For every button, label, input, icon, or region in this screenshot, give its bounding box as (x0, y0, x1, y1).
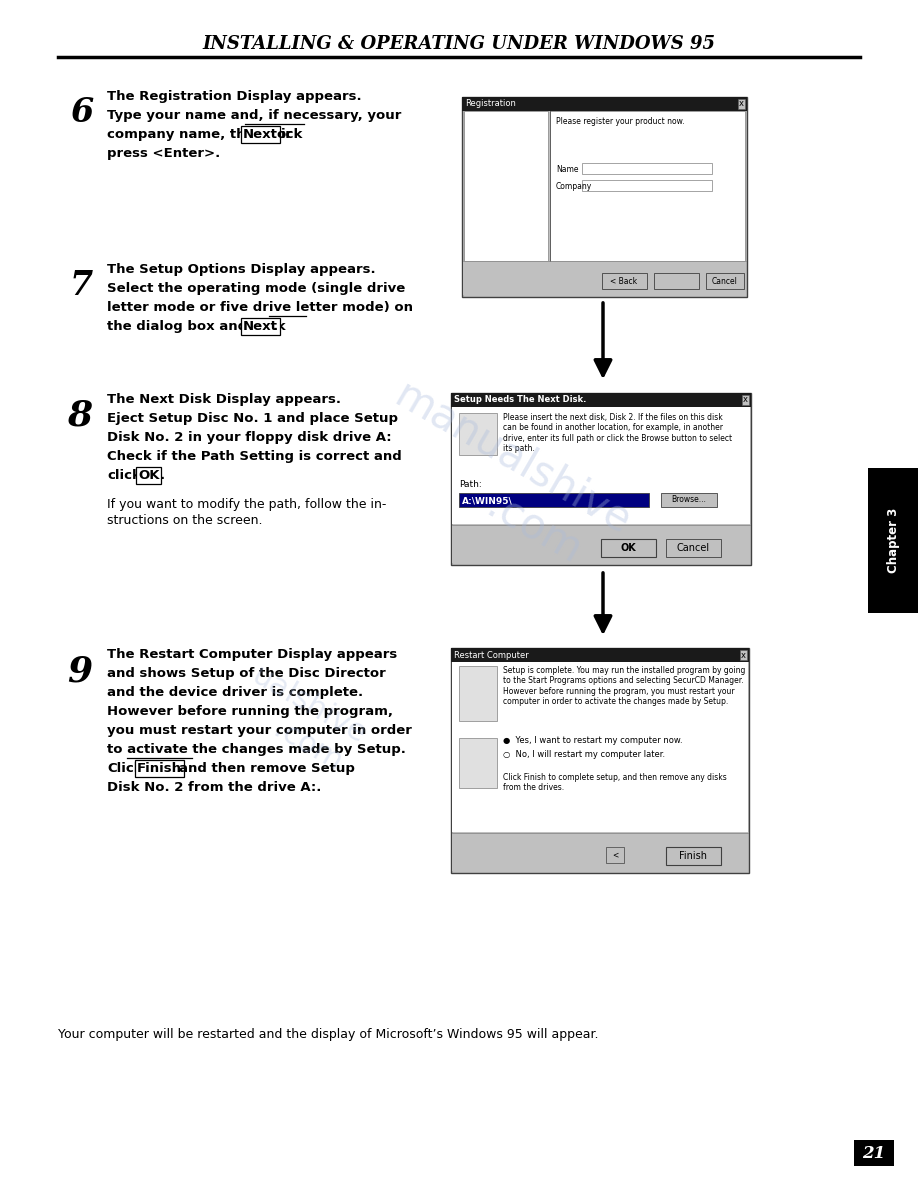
Bar (868, 468, 918, 613)
Text: Eject Setup Disc No. 1 and place Setup: Eject Setup Disc No. 1 and place Setup (107, 412, 398, 425)
Text: Setup is complete. You may run the installed program by going
to the Start Progr: Setup is complete. You may run the insta… (503, 666, 745, 706)
Text: Setup Needs The Next Disk.: Setup Needs The Next Disk. (454, 396, 587, 404)
Text: Please register your product now.: Please register your product now. (556, 116, 685, 126)
Text: you must restart your computer in order: you must restart your computer in order (107, 723, 412, 737)
Bar (452, 662, 748, 832)
Bar (459, 413, 497, 455)
Text: x: x (743, 396, 748, 404)
Text: ●  Yes, I want to restart my computer now.: ● Yes, I want to restart my computer now… (503, 737, 683, 745)
Text: letter mode or five drive letter mode) on: letter mode or five drive letter mode) o… (107, 301, 413, 314)
Text: Next: Next (243, 128, 278, 141)
Text: The Setup Options Display appears.: The Setup Options Display appears. (107, 263, 375, 276)
Bar (661, 493, 717, 507)
Bar (459, 738, 497, 788)
Bar (451, 647, 749, 873)
Text: 8: 8 (67, 399, 92, 432)
Text: Please insert the next disk, Disk 2. If the files on this disk
can be found in a: Please insert the next disk, Disk 2. If … (503, 413, 733, 453)
Text: and shows Setup of the Disc Director: and shows Setup of the Disc Director (107, 666, 386, 680)
Bar (451, 393, 751, 407)
Text: Disk No. 2 from the drive A:.: Disk No. 2 from the drive A:. (107, 781, 321, 794)
Text: Next: Next (243, 320, 278, 333)
Text: The Restart Computer Display appears: The Restart Computer Display appears (107, 647, 397, 661)
Text: However before running the program,: However before running the program, (107, 704, 393, 718)
Bar (451, 393, 751, 565)
Bar (459, 493, 649, 507)
Text: 9: 9 (67, 655, 92, 688)
Text: ualshive
    .com: ualshive .com (230, 661, 371, 779)
Text: 21: 21 (862, 1144, 886, 1162)
Text: Click Finish to complete setup, and then remove any disks
from the drives.: Click Finish to complete setup, and then… (503, 773, 727, 792)
Text: to activate the changes made by Setup.: to activate the changes made by Setup. (107, 742, 406, 756)
Text: The Next Disk Display appears.: The Next Disk Display appears. (107, 393, 341, 406)
Text: Your computer will be restarted and the display of Microsoft’s Windows 95 will a: Your computer will be restarted and the … (58, 1028, 599, 1041)
Text: x: x (741, 651, 746, 659)
Text: Disk No. 2 in your floppy disk drive A:: Disk No. 2 in your floppy disk drive A: (107, 431, 392, 444)
Bar (463, 261, 746, 295)
Text: 6: 6 (70, 96, 94, 129)
Bar (582, 181, 712, 191)
Text: Select the operating mode (single drive: Select the operating mode (single drive (107, 282, 405, 295)
Text: < Back: < Back (610, 277, 638, 285)
Bar (452, 833, 748, 871)
Text: structions on the screen.: structions on the screen. (107, 514, 263, 527)
Text: Click: Click (107, 762, 142, 775)
Text: Finish: Finish (137, 762, 182, 775)
Text: OK: OK (621, 543, 636, 552)
Text: manualshive
        .com: manualshive .com (363, 374, 638, 586)
Text: ○  No, I will restart my computer later.: ○ No, I will restart my computer later. (503, 750, 666, 759)
Bar (464, 110, 548, 261)
Text: Cancel: Cancel (712, 277, 738, 285)
Bar (459, 666, 497, 721)
Text: click: click (107, 469, 140, 482)
Text: Finish: Finish (679, 851, 707, 861)
Bar (654, 273, 699, 289)
Text: the dialog box and click: the dialog box and click (107, 320, 285, 333)
Text: The Registration Display appears.: The Registration Display appears. (107, 90, 362, 103)
Bar (462, 97, 747, 110)
Text: Path:: Path: (459, 480, 482, 489)
Bar (601, 539, 656, 557)
Bar (606, 847, 624, 862)
Text: .: . (273, 320, 278, 333)
Text: Type your name and, if necessary, your: Type your name and, if necessary, your (107, 109, 401, 122)
Bar (582, 163, 712, 173)
Bar (550, 110, 745, 261)
Text: <: < (612, 851, 618, 859)
Bar (451, 647, 749, 662)
Text: Chapter 3: Chapter 3 (887, 508, 900, 573)
Text: Check if the Path Setting is correct and: Check if the Path Setting is correct and (107, 450, 402, 463)
Text: Cancel: Cancel (677, 543, 710, 552)
Text: If you want to modify the path, follow the in-: If you want to modify the path, follow t… (107, 498, 386, 511)
Bar (452, 525, 750, 563)
Text: company name, then click: company name, then click (107, 128, 302, 141)
Bar (854, 1140, 894, 1165)
Text: Registration: Registration (465, 100, 516, 108)
Text: Company: Company (556, 182, 592, 191)
Text: Browse...: Browse... (672, 495, 707, 505)
Text: INSTALLING & OPERATING UNDER WINDOWS 95: INSTALLING & OPERATING UNDER WINDOWS 95 (203, 34, 715, 53)
Text: A:\WIN95\: A:\WIN95\ (462, 497, 513, 506)
Bar (452, 407, 750, 524)
Text: press <Enter>.: press <Enter>. (107, 147, 220, 160)
Bar (602, 273, 647, 289)
Text: or: or (276, 128, 292, 141)
Bar (666, 539, 721, 557)
Bar (666, 847, 721, 865)
Text: Restart Computer: Restart Computer (454, 651, 529, 659)
Text: x: x (739, 100, 744, 108)
Text: OK: OK (138, 469, 160, 482)
Text: .: . (160, 469, 165, 482)
Text: and then remove Setup: and then remove Setup (179, 762, 355, 775)
Text: 7: 7 (70, 268, 94, 302)
Text: and the device driver is complete.: and the device driver is complete. (107, 685, 364, 699)
Bar (706, 273, 744, 289)
Text: Name: Name (556, 165, 578, 173)
Bar (462, 97, 747, 297)
